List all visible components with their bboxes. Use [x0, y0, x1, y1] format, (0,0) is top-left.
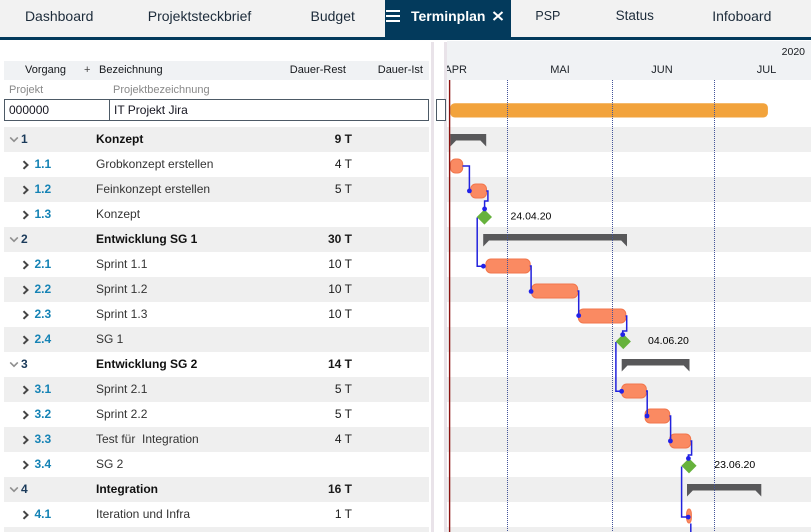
svg-text:23.06.20: 23.06.20: [714, 459, 755, 471]
svg-text:24.04.20: 24.04.20: [511, 211, 552, 223]
svg-text:04.06.20: 04.06.20: [648, 335, 689, 347]
